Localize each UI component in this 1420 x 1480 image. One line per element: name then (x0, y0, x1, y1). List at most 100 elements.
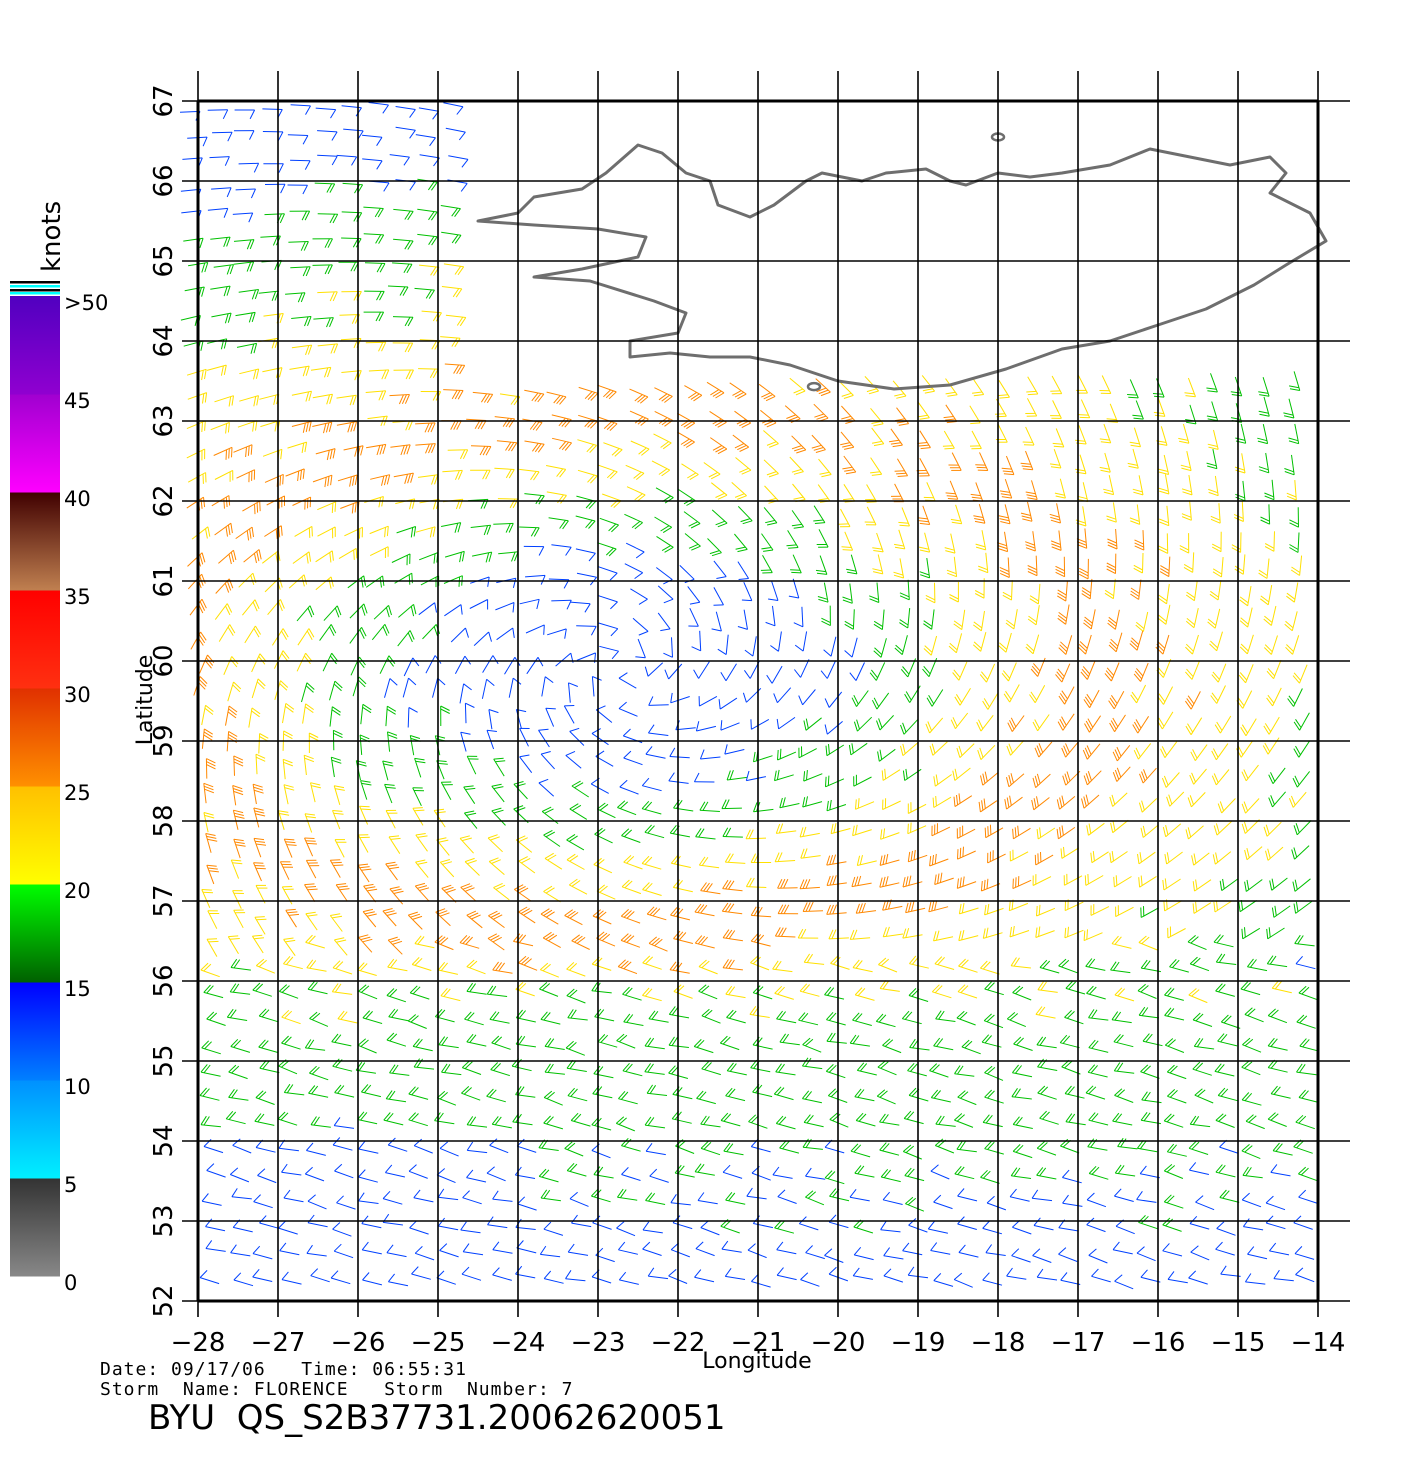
wind-barb (1211, 769, 1230, 786)
wind-barb (1112, 744, 1131, 762)
wind-barb (820, 660, 837, 679)
wind-barb (415, 422, 436, 433)
wind-barb (409, 1220, 429, 1235)
wind-barb (803, 953, 825, 965)
wind-barb (693, 772, 715, 783)
wind-barb (1263, 821, 1282, 837)
wind-barb (750, 718, 770, 730)
wind-barb (1065, 1113, 1086, 1126)
wind-barb (998, 504, 1011, 525)
wind-barb (450, 627, 469, 643)
wind-barb (775, 1063, 796, 1076)
wind-barb (361, 1215, 382, 1229)
wind-barb (329, 680, 343, 701)
wind-barb (1025, 480, 1038, 500)
wind-barb (236, 342, 258, 354)
wind-barb (890, 483, 905, 503)
wind-barb (439, 1141, 459, 1157)
wind-barb (307, 981, 328, 995)
wind-barb (383, 1112, 404, 1126)
wind-barb (290, 104, 311, 115)
wind-barb (201, 728, 213, 749)
wind-barb (644, 662, 664, 677)
wind-barb (826, 1011, 846, 1026)
wind-barb (1295, 1267, 1315, 1283)
wind-barb (384, 678, 398, 698)
wind-barb (869, 662, 886, 681)
wind-barb (526, 657, 544, 675)
wind-barb (571, 934, 590, 950)
wind-barb (1298, 1189, 1318, 1204)
wind-barb (1241, 1144, 1261, 1160)
wind-barb (663, 637, 673, 658)
wind-barb (621, 828, 641, 843)
wind-barb (418, 368, 439, 379)
wind-barb (1240, 718, 1257, 737)
wind-barb (258, 290, 279, 301)
wind-barb (856, 854, 877, 866)
wind-barb (699, 801, 720, 812)
wind-barb (598, 595, 618, 610)
wind-barb (958, 1244, 979, 1258)
wind-barb (422, 624, 441, 640)
wind-barb (843, 484, 856, 503)
wind-barb (466, 1141, 488, 1154)
colorbar-cap (10, 285, 60, 288)
wind-barb (395, 126, 416, 139)
wind-barb (1238, 664, 1254, 684)
wind-barb (252, 1268, 273, 1282)
wind-barb (1158, 583, 1170, 605)
wind-barb (872, 554, 884, 575)
wind-barb (760, 554, 773, 574)
wind-barb (419, 154, 440, 167)
wind-barb (296, 605, 315, 622)
wind-barb (259, 1215, 279, 1229)
wind-barb (292, 551, 312, 564)
wind-barb (415, 833, 428, 852)
wind-barb (1158, 474, 1170, 495)
wind-barb (1193, 1037, 1215, 1050)
wind-barb (317, 343, 339, 354)
wind-barb (724, 744, 745, 755)
wind-barb (956, 1010, 976, 1026)
wind-barb (597, 542, 617, 557)
wind-barb (774, 852, 796, 863)
wind-barb (542, 931, 561, 949)
wind-barb (239, 368, 260, 380)
wind-barb (591, 982, 612, 994)
wind-barb (647, 724, 669, 736)
wind-barb (1135, 611, 1149, 632)
wind-barb (566, 988, 586, 1004)
wind-barb (909, 1038, 930, 1051)
wind-barb (593, 1166, 614, 1179)
wind-barb (982, 1220, 1003, 1235)
wind-barb (1195, 1195, 1215, 1211)
wind-barb (953, 609, 966, 631)
wind-barb (642, 882, 662, 896)
wind-barb (386, 988, 407, 1003)
wind-barb (1266, 687, 1282, 707)
wind-barb (1083, 609, 1096, 630)
x-axis-title: Longitude (702, 1349, 811, 1374)
wind-barb (1109, 851, 1128, 864)
wind-barb (903, 1110, 924, 1125)
wind-barb (357, 1038, 377, 1054)
wind-barb (980, 960, 1000, 975)
wind-barb (441, 1063, 462, 1076)
wind-barb (1215, 1241, 1235, 1256)
wind-barb (499, 393, 521, 406)
wind-barb (803, 770, 823, 782)
wind-barb (1268, 791, 1286, 808)
wind-barb (907, 802, 927, 814)
wind-barb (798, 1216, 819, 1231)
wind-barb (538, 728, 550, 748)
wind-barb (1293, 1139, 1313, 1154)
wind-barb (336, 394, 357, 406)
wind-barb (491, 783, 505, 803)
wind-barb (551, 414, 572, 428)
longitude-tick-label: −26 (331, 1328, 386, 1358)
wind-barb (752, 985, 773, 1000)
wind-barb (1112, 1112, 1133, 1126)
wind-barb (1035, 1006, 1056, 1019)
wind-barb (777, 748, 797, 761)
